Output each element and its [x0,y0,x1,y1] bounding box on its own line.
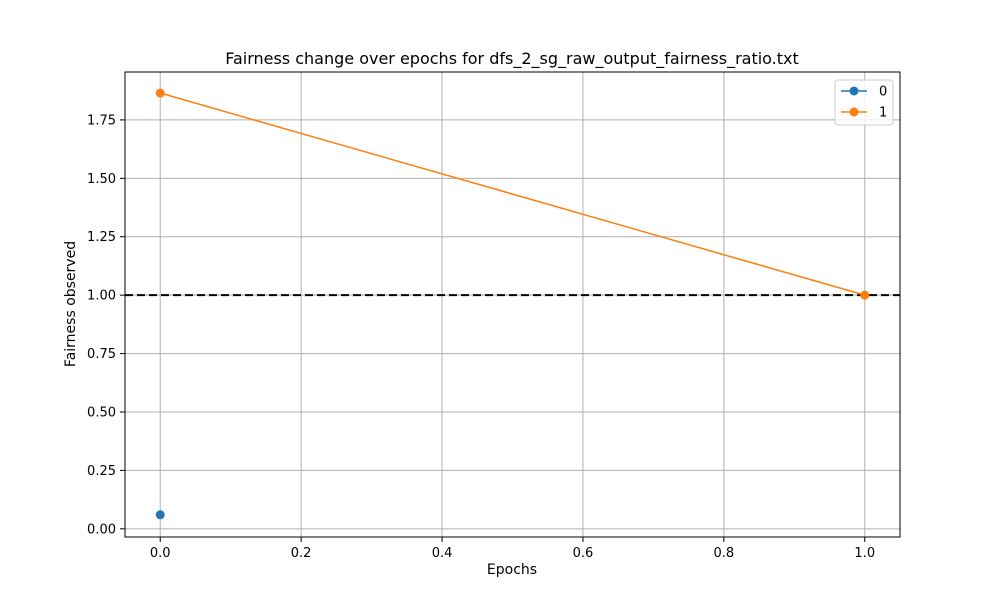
series-1 [155,88,870,300]
data-point [155,510,165,520]
x-tick-label: 0.4 [432,546,453,561]
x-axis-label: Epochs [487,562,537,578]
x-tick-label: 0.2 [291,546,312,561]
legend-entry: 1 [841,106,887,121]
y-tick-label: 1.00 [87,289,116,304]
y-tick-label: 0.75 [87,347,116,362]
x-tick-label: 0.8 [714,546,735,561]
y-tick-label: 1.50 [87,172,116,187]
y-tick-label: 0.25 [87,464,116,479]
legend-marker [849,107,859,117]
y-tick-label: 0.50 [87,405,116,420]
series-0 [155,510,165,520]
series-line [160,92,865,296]
y-axis-label: Fairness observed [63,241,79,367]
legend-label: 1 [879,106,887,121]
y-tick-label: 0.00 [87,522,116,537]
y-tick-label: 1.25 [87,230,116,245]
chart-title: Fairness change over epochs for dfs_2_sg… [225,49,799,69]
data-point [860,290,870,300]
legend: 01 [834,79,894,126]
y-tick-label: 1.75 [87,113,116,128]
series-layer [155,88,870,520]
x-tick-label: 0.6 [573,546,594,561]
legend-label: 0 [879,85,887,100]
legend-marker [849,86,859,96]
data-point [155,88,165,98]
plot-frame [124,71,901,538]
x-tick-label: 0.0 [150,546,171,561]
legend-entry: 0 [841,85,887,100]
x-tick-label: 1.0 [854,546,875,561]
tick-layer: 0.0 0.2 0.4 0.6 0.8 1.0 0.00 0.25 0.50 0.75 1.00 1.… [87,113,875,561]
